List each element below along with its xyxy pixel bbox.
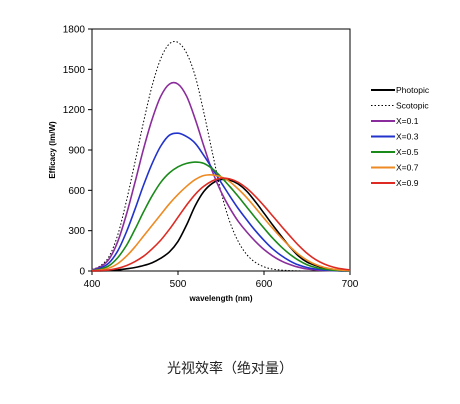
- x-tick-label: 400: [84, 279, 101, 290]
- series-line-x-0-7: [91, 173, 351, 272]
- legend-label: Scotopic: [396, 101, 429, 111]
- axis-ticks: 400 500 600 700 0 300 600 900 1200 1500 1800: [63, 25, 359, 291]
- x-tick-label: 600: [256, 279, 273, 290]
- x-axis-title: wavelength (nm): [188, 294, 252, 303]
- y-tick-label: 300: [68, 226, 85, 237]
- legend-label: X=0.7: [396, 163, 419, 173]
- y-tick-label: 1500: [63, 65, 86, 76]
- plot-border: [91, 28, 351, 272]
- y-axis-title: Efficacy (lm/W): [48, 121, 57, 179]
- series-line-photopic: [91, 178, 351, 272]
- legend: Photopic Scotopic X=0.1 X=0.3 X=0.5 X=0.7 X=0.…: [371, 85, 430, 188]
- y-tick-label: 0: [79, 267, 85, 278]
- figure-caption: 光视效率（绝对量）: [167, 361, 293, 377]
- legend-label: X=0.5: [396, 147, 419, 157]
- y-tick-label: 1200: [63, 105, 86, 116]
- legend-label: Photopic: [396, 85, 430, 95]
- series-line-x-0-3: [91, 132, 351, 272]
- legend-label: X=0.1: [396, 116, 419, 126]
- y-tick-label: 600: [68, 186, 85, 197]
- y-tick-label: 1800: [63, 25, 86, 36]
- series-layer: [91, 40, 351, 272]
- plot-area: [91, 28, 351, 272]
- chart: 400 500 600 700 0 300 600 900 1200 1500 1800 Photo…: [48, 25, 430, 304]
- series-line-x-0-1: [91, 81, 351, 272]
- series-line-x-0-9: [91, 177, 351, 272]
- x-tick-label: 700: [342, 279, 359, 290]
- legend-label: X=0.9: [396, 178, 419, 188]
- legend-label: X=0.3: [396, 132, 419, 142]
- x-tick-label: 500: [170, 279, 187, 290]
- y-tick-label: 900: [68, 146, 85, 157]
